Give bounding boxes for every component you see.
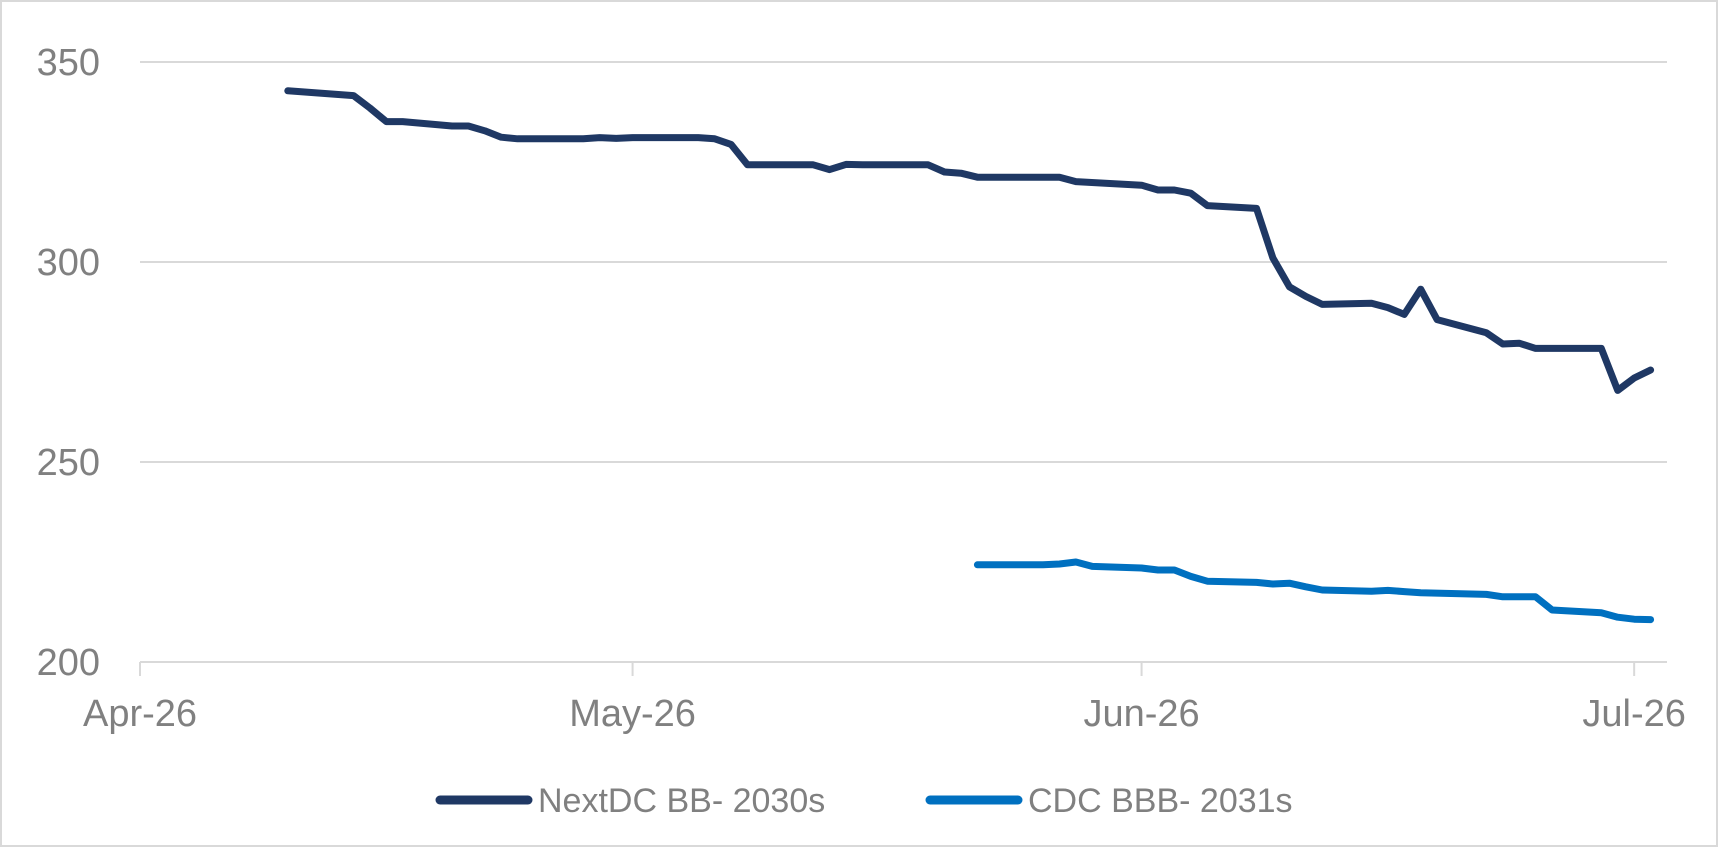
y-tick-label: 250 xyxy=(37,442,100,484)
y-tick-label: 350 xyxy=(37,42,100,84)
legend-label-2: CDC BBB- 2031s xyxy=(1028,782,1293,820)
x-tick-label: Jul-26 xyxy=(1582,693,1686,735)
data-series xyxy=(284,87,1655,624)
x-tick-label: Jun-26 xyxy=(1083,693,1199,735)
series-line-2 xyxy=(973,558,1655,624)
x-tick-label: Apr-26 xyxy=(83,693,197,735)
axes: 200 250 300 350 Apr-26 May-26 Jun-26 Jul-26 xyxy=(37,42,1686,735)
gridlines xyxy=(140,61,1667,463)
series-line-1 xyxy=(284,87,1655,394)
legend: NextDC BB- 2030s CDC BBB- 2031s xyxy=(435,782,1293,820)
y-tick-label: 200 xyxy=(37,642,100,684)
x-tick-label: May-26 xyxy=(569,693,696,735)
y-tick-label: 300 xyxy=(37,242,100,284)
legend-label-1: NextDC BB- 2030s xyxy=(538,782,825,820)
